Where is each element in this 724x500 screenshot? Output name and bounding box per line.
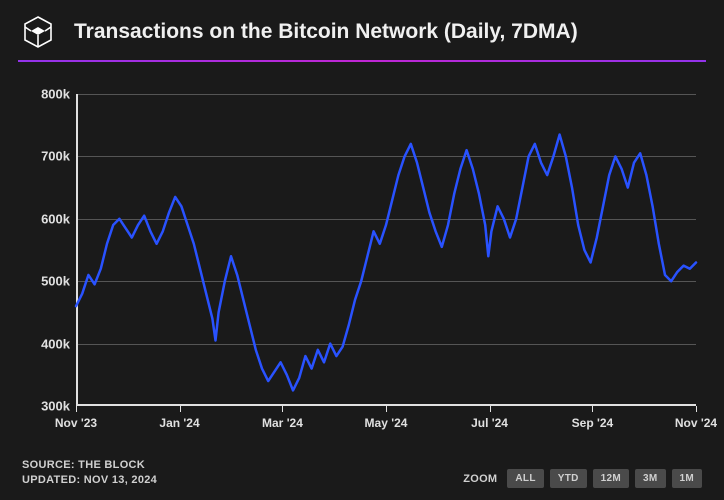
header-divider bbox=[18, 60, 706, 62]
plot-area bbox=[76, 94, 696, 406]
x-tick bbox=[490, 406, 491, 412]
zoom-label: ZOOM bbox=[463, 473, 497, 485]
x-axis-label: Jan '24 bbox=[159, 416, 199, 430]
y-axis-label: 800k bbox=[18, 87, 70, 102]
zoom-button-1m[interactable]: 1M bbox=[672, 469, 703, 488]
x-tick bbox=[180, 406, 181, 412]
y-axis-label: 400k bbox=[18, 336, 70, 351]
logo-icon bbox=[20, 14, 56, 50]
chart-header: Transactions on the Bitcoin Network (Dai… bbox=[0, 0, 724, 60]
y-axis-label: 600k bbox=[18, 211, 70, 226]
zoom-controls: ZOOM ALL YTD 12M 3M 1M bbox=[463, 469, 702, 488]
updated-label: UPDATED: NOV 13, 2024 bbox=[22, 473, 157, 488]
x-tick bbox=[592, 406, 593, 412]
chart-title: Transactions on the Bitcoin Network (Dai… bbox=[74, 20, 578, 44]
x-axis-label: Mar '24 bbox=[262, 416, 303, 430]
x-tick bbox=[386, 406, 387, 412]
line-series bbox=[76, 94, 696, 406]
x-axis-label: Sep '24 bbox=[572, 416, 614, 430]
y-axis-label: 300k bbox=[18, 399, 70, 414]
x-tick bbox=[76, 406, 77, 412]
chart-footer: SOURCE: THE BLOCK UPDATED: NOV 13, 2024 … bbox=[22, 458, 702, 488]
x-axis-label: Jul '24 bbox=[471, 416, 508, 430]
zoom-button-12m[interactable]: 12M bbox=[593, 469, 629, 488]
source-meta: SOURCE: THE BLOCK UPDATED: NOV 13, 2024 bbox=[22, 458, 157, 488]
x-axis-label: May '24 bbox=[365, 416, 408, 430]
x-axis-label: Nov '24 bbox=[675, 416, 717, 430]
y-axis-label: 500k bbox=[18, 274, 70, 289]
source-label: SOURCE: THE BLOCK bbox=[22, 458, 157, 473]
x-tick bbox=[696, 406, 697, 412]
chart-area: 300k 400k 500k 600k 700k 800k Nov '23 Jan '24 M… bbox=[18, 84, 706, 444]
zoom-button-3m[interactable]: 3M bbox=[635, 469, 666, 488]
x-tick bbox=[282, 406, 283, 412]
zoom-button-all[interactable]: ALL bbox=[507, 469, 543, 488]
x-axis-label: Nov '23 bbox=[55, 416, 97, 430]
y-axis-label: 700k bbox=[18, 149, 70, 164]
zoom-button-ytd[interactable]: YTD bbox=[550, 469, 587, 488]
